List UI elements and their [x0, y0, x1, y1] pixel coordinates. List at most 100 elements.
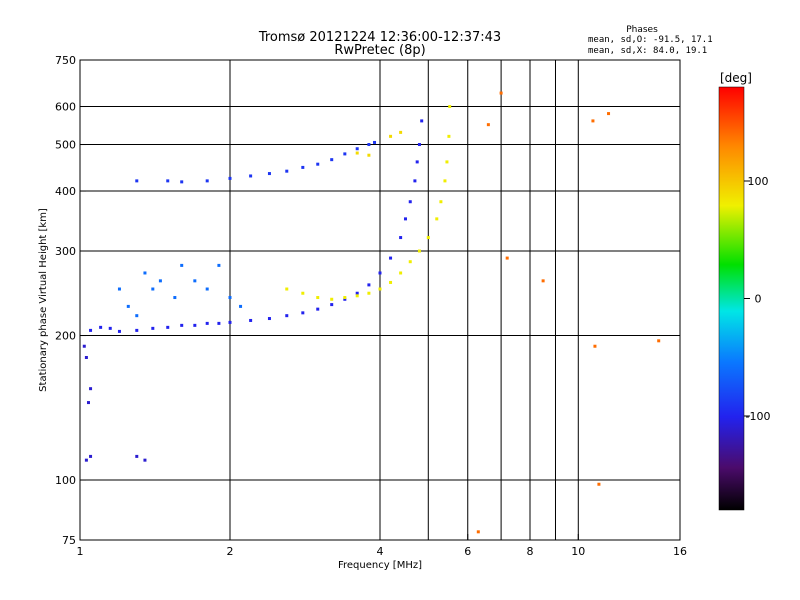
data-point — [597, 482, 601, 486]
data-point — [180, 263, 184, 267]
x-tick-label: 8 — [527, 545, 534, 558]
data-point — [399, 236, 403, 240]
data-point — [355, 151, 359, 155]
data-point — [355, 294, 359, 298]
colorbar-tick-label: 100 — [748, 175, 769, 188]
data-point — [239, 304, 243, 308]
data-point — [330, 158, 334, 162]
data-point — [217, 321, 221, 325]
data-point — [316, 162, 320, 166]
x-tick-label: 1 — [77, 545, 84, 558]
x-tick-label: 10 — [571, 545, 585, 558]
data-point — [367, 283, 371, 287]
data-point — [249, 174, 253, 178]
data-point — [267, 317, 271, 321]
data-point — [408, 200, 412, 204]
y-tick-label: 400 — [55, 185, 76, 198]
data-point — [316, 307, 320, 311]
data-point — [330, 303, 334, 307]
data-point — [378, 287, 382, 291]
y-tick-label: 75 — [62, 534, 76, 547]
data-point — [108, 326, 112, 330]
colorbar-ticks: 100 0 -100 — [744, 175, 770, 423]
data-point — [135, 328, 139, 332]
x-tick-label: 4 — [377, 545, 384, 558]
data-point — [367, 143, 371, 147]
y-tick-label: 200 — [55, 330, 76, 343]
axis-ticks: 1 2 4 6 8 10 16 75 100 200 300 400 500 600 750 — [55, 54, 687, 558]
data-point — [499, 91, 503, 95]
data-point — [373, 140, 377, 144]
grid — [80, 60, 680, 540]
data-point — [84, 458, 88, 462]
data-point — [355, 147, 359, 151]
data-point — [151, 326, 155, 330]
colorbar-tick-label: -100 — [746, 410, 771, 423]
data-point — [166, 325, 170, 329]
data-point — [591, 119, 595, 123]
phase-info-title: Phases — [626, 25, 658, 35]
y-tick-label: 100 — [55, 474, 76, 487]
y-tick-label: 300 — [55, 245, 76, 258]
data-point — [86, 401, 90, 405]
data-point — [301, 165, 305, 169]
data-point — [607, 112, 611, 116]
data-point — [486, 123, 490, 127]
colorbar-label: [deg] — [720, 71, 752, 85]
x-tick-label: 2 — [227, 545, 234, 558]
data-point — [505, 256, 509, 260]
chart-subtitle: RwPretec (8p) — [334, 43, 425, 58]
data-point — [399, 271, 403, 275]
data-point — [267, 172, 271, 176]
data-point — [180, 180, 184, 184]
data-point — [593, 344, 597, 348]
data-point — [205, 287, 209, 291]
data-point — [389, 256, 393, 260]
data-point — [158, 279, 162, 283]
data-point — [316, 296, 320, 300]
data-point — [301, 311, 305, 315]
data-point — [193, 279, 197, 283]
data-point — [389, 134, 393, 138]
data-point — [205, 321, 209, 325]
x-tick-label: 6 — [464, 545, 471, 558]
data-point — [228, 296, 232, 300]
data-point — [228, 176, 232, 180]
phase-info-o: mean, sd,O: -91.5, 17.1 — [588, 35, 713, 45]
data-points — [82, 91, 661, 534]
data-point — [413, 179, 417, 183]
data-point — [143, 271, 147, 275]
phase-info-x: mean, sd,X: 84.0, 19.1 — [588, 46, 707, 56]
chart-title: Tromsø 20121224 12:36:00-12:37:43 — [258, 30, 501, 45]
y-tick-label: 500 — [55, 139, 76, 152]
y-tick-label: 600 — [55, 101, 76, 114]
colorbar-tick-label: 0 — [755, 293, 762, 306]
data-point — [367, 291, 371, 295]
data-point — [166, 179, 170, 183]
data-point — [89, 454, 93, 458]
data-point — [541, 279, 545, 283]
data-point — [135, 314, 139, 318]
data-point — [84, 355, 88, 359]
data-point — [443, 179, 447, 183]
data-point — [439, 200, 443, 204]
colorbar — [718, 86, 745, 511]
data-point — [173, 296, 177, 300]
data-point — [285, 287, 289, 291]
data-point — [367, 153, 371, 157]
data-point — [151, 287, 155, 291]
data-point — [343, 297, 347, 301]
data-point — [99, 325, 103, 329]
data-point — [135, 179, 139, 183]
data-point — [135, 454, 139, 458]
y-axis-label: Stationary phase Virtual Height [km] — [38, 208, 49, 392]
data-point — [228, 320, 232, 324]
data-point — [249, 318, 253, 322]
data-point — [426, 236, 430, 240]
data-point — [417, 143, 421, 147]
x-tick-label: 16 — [673, 545, 687, 558]
data-point — [193, 323, 197, 327]
data-point — [89, 328, 93, 332]
x-axis-label: Frequency [MHz] — [338, 560, 422, 571]
